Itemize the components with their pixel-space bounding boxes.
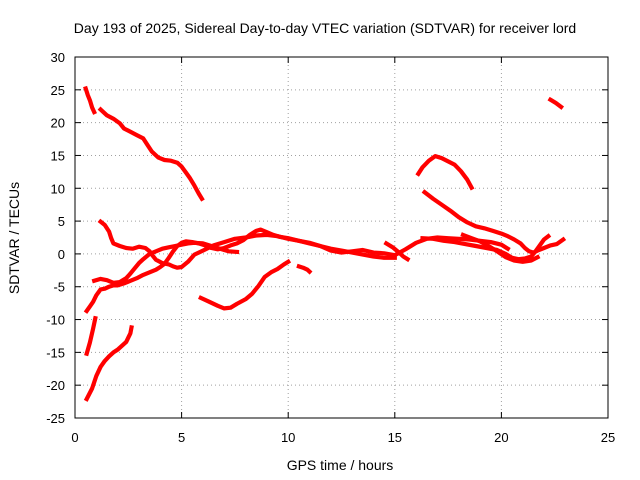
series-arc8 [198, 258, 292, 311]
x-tick-label: 10 [281, 430, 295, 445]
series-arc10 [383, 240, 411, 263]
x-axis-label: GPS time / hours [287, 457, 394, 473]
x-tick-label: 0 [71, 430, 78, 445]
y-tick-label: 20 [51, 116, 65, 131]
series-arc15 [547, 96, 565, 110]
y-tick-label: -10 [46, 313, 65, 328]
y-tick-label: -25 [46, 411, 65, 426]
series-arc7 [83, 324, 134, 402]
series-arc4 [83, 227, 511, 314]
y-tick-label: 25 [51, 83, 65, 98]
chart-title: Day 193 of 2025, Sidereal Day-to-day VTE… [74, 20, 576, 36]
x-tick-label: 5 [178, 430, 185, 445]
x-tick-label: 25 [601, 430, 615, 445]
y-tick-label: -15 [46, 345, 65, 360]
y-tick-label: 30 [51, 50, 65, 65]
grid-lines [75, 57, 608, 418]
series-arc14 [460, 232, 541, 264]
y-tick-label: 0 [58, 247, 65, 262]
x-tick-label: 20 [494, 430, 508, 445]
axis-ticks: 0 5 10 15 20 25 -25 -20 -15 -10 -5 0 5 10 15 20 25 30 [46, 50, 615, 445]
series-arc9 [296, 263, 313, 275]
y-tick-label: -5 [53, 280, 65, 295]
series-arc3 [97, 218, 397, 270]
series-arc5 [91, 240, 240, 285]
y-axis-label: SDTVAR / TECUs [6, 182, 22, 294]
series-arc1 [83, 85, 97, 115]
y-tick-label: -20 [46, 378, 65, 393]
x-tick-label: 15 [388, 430, 402, 445]
plot-frame [74, 56, 609, 419]
series-arc12 [421, 189, 567, 255]
series-arc2 [97, 106, 205, 202]
y-tick-label: 10 [51, 181, 65, 196]
series-arc13 [420, 233, 552, 262]
data-series [83, 85, 567, 402]
y-tick-label: 15 [51, 148, 65, 163]
series-arc6 [84, 315, 98, 357]
y-tick-label: 5 [58, 214, 65, 229]
series-arc11 [415, 154, 475, 191]
